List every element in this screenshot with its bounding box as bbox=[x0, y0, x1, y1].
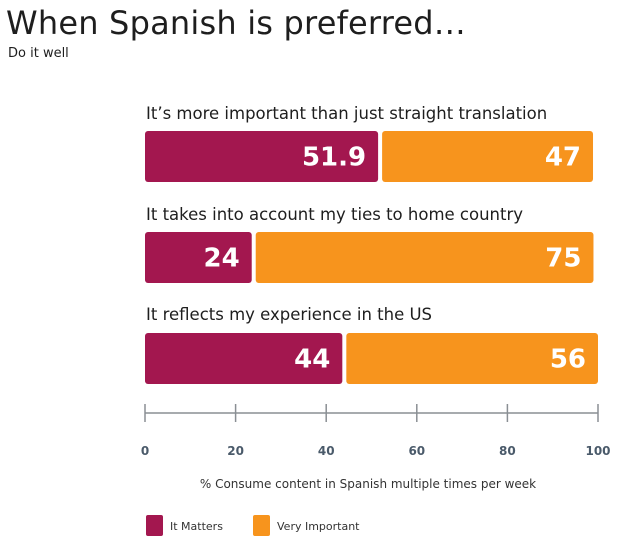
legend-label: Very Important bbox=[277, 520, 360, 533]
category-label: It takes into account my ties to home co… bbox=[146, 205, 523, 224]
x-tick-label: 0 bbox=[141, 444, 149, 458]
legend-label: It Matters bbox=[170, 520, 223, 533]
bar-very-important bbox=[382, 131, 594, 182]
x-tick-label: 40 bbox=[318, 444, 335, 458]
x-tick-label: 100 bbox=[585, 444, 610, 458]
data-label: 56 bbox=[550, 345, 586, 375]
chart-title: When Spanish is preferred… bbox=[6, 4, 466, 42]
bar-it-matters bbox=[145, 333, 343, 384]
x-tick-label: 20 bbox=[227, 444, 244, 458]
bar-it-matters bbox=[145, 131, 379, 182]
data-label: 47 bbox=[545, 143, 581, 173]
legend-swatch bbox=[253, 515, 270, 536]
data-label: 44 bbox=[294, 345, 330, 375]
x-axis-title: % Consume content in Spanish multiple ti… bbox=[200, 477, 536, 491]
x-tick-label: 80 bbox=[499, 444, 516, 458]
category-label: It reflects my experience in the US bbox=[146, 305, 432, 324]
chart-subtitle: Do it well bbox=[8, 46, 69, 61]
category-label: It’s more important than just straight t… bbox=[146, 104, 547, 123]
data-label: 24 bbox=[204, 244, 240, 274]
x-tick-label: 60 bbox=[408, 444, 425, 458]
bar-it-matters bbox=[145, 232, 252, 283]
data-label: 51.9 bbox=[302, 143, 366, 173]
data-label: 75 bbox=[545, 244, 581, 274]
legend-swatch bbox=[146, 515, 163, 536]
bar-very-important bbox=[346, 333, 598, 384]
bar-very-important bbox=[255, 232, 594, 283]
